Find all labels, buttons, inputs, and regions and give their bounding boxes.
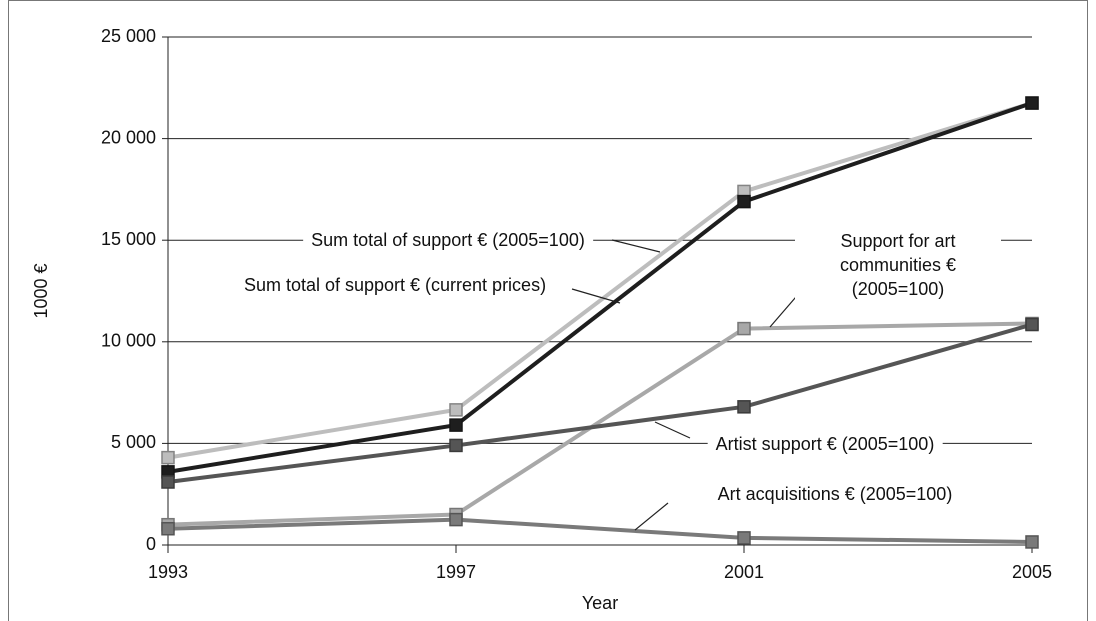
series-line	[167, 517, 1033, 544]
marker	[161, 521, 175, 536]
marker	[449, 403, 463, 417]
marker	[737, 321, 751, 336]
marker	[449, 418, 463, 432]
x-tick-label: 1997	[436, 562, 476, 582]
y-axis-title: 1000 €	[31, 263, 51, 318]
leader-line	[634, 502, 669, 531]
marker	[1025, 317, 1039, 332]
y-tick-label: 25 000	[101, 26, 156, 46]
series-line	[167, 321, 1033, 527]
marker	[737, 194, 751, 209]
marker	[449, 438, 463, 453]
series-line	[167, 101, 1033, 460]
y-tick-label: 5 000	[111, 432, 156, 452]
y-tick-label: 0	[146, 534, 156, 554]
marker	[737, 531, 751, 545]
marker	[737, 400, 751, 414]
leader-line	[571, 288, 621, 304]
series-line	[167, 322, 1033, 484]
x-tick-label: 2005	[1012, 562, 1052, 582]
marker	[1025, 535, 1039, 549]
leader-line	[654, 421, 691, 439]
x-axis-title: Year	[582, 593, 618, 613]
x-tick-label: 2001	[724, 562, 764, 582]
marker	[161, 475, 175, 489]
leader-line	[611, 239, 661, 253]
y-tick-label: 10 000	[101, 331, 156, 351]
marker	[1025, 96, 1039, 110]
series-label: Sum total of support € (2005=100)	[303, 228, 593, 252]
marker	[449, 512, 463, 527]
series-label: Sum total of support € (current prices)	[235, 273, 555, 297]
y-tick-label: 20 000	[101, 127, 156, 147]
series-label: Artist support € (2005=100)	[707, 432, 943, 456]
frame	[8, 0, 1088, 621]
series-label: Art acquisitions € (2005=100)	[709, 482, 961, 506]
series-line	[167, 101, 1033, 474]
x-tick-label: 1993	[148, 562, 188, 582]
series-label: Support for art communities € (2005=100)	[795, 229, 1001, 301]
y-tick-label: 15 000	[101, 229, 156, 249]
marker	[161, 450, 175, 465]
